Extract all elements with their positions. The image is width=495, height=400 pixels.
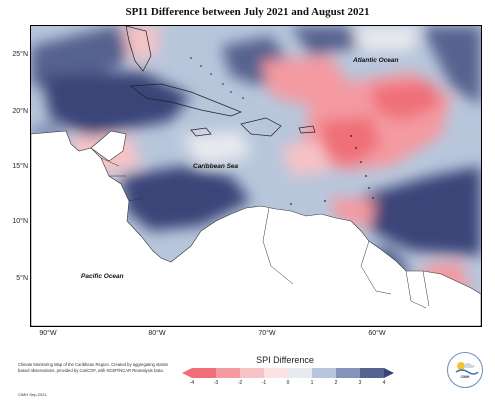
credits-tag: CIMH Sep-2021	[18, 392, 47, 397]
lat-label-20n: 20°N	[12, 108, 28, 115]
color-legend	[182, 368, 394, 378]
legend-bin	[312, 368, 336, 378]
legend-arrow-left	[182, 368, 192, 378]
legend-bin	[360, 368, 384, 378]
legend-tick-label: 1	[310, 380, 314, 386]
lon-label-70w: 70°W	[258, 330, 276, 337]
lon-label-80w: 80°W	[148, 330, 166, 337]
spi-difference-map	[31, 26, 481, 326]
legend-bin	[336, 368, 360, 378]
pacific-ocean-label: Pacific Ocean	[81, 273, 124, 280]
lat-label-25n: 25°N	[12, 51, 28, 58]
lon-label-90w: 90°W	[39, 330, 57, 337]
atlantic-ocean-label: Atlantic Ocean	[353, 57, 399, 64]
legend-bin	[288, 368, 312, 378]
caribbean-sea-label: Caribbean Sea	[193, 163, 239, 170]
legend-bin	[264, 368, 288, 378]
legend-tick-label: 0	[286, 380, 290, 386]
legend-bin	[192, 368, 216, 378]
legend-tick-label: -1	[261, 380, 267, 386]
lat-label-15n: 15°N	[12, 163, 28, 170]
sun-icon	[455, 362, 479, 375]
lon-label-60w: 60°W	[368, 330, 386, 337]
legend-tick-label: 3	[358, 380, 362, 386]
legend-bin	[216, 368, 240, 378]
legend-bin	[240, 368, 264, 378]
map-title: SPI1 Difference between July 2021 and Au…	[125, 6, 370, 18]
lat-label-10n: 10°N	[12, 218, 28, 225]
legend-tick-label: -3	[213, 380, 219, 386]
logo-text: CIMH	[460, 375, 470, 379]
legend-tick-label: -4	[189, 380, 195, 386]
legend-tick-label: -2	[237, 380, 243, 386]
legend-title: SPI Difference	[256, 355, 314, 365]
lat-label-5n: 5°N	[16, 275, 28, 282]
map-panel: Atlantic Ocean Caribbean Sea Pacific Oce…	[30, 25, 482, 327]
legend-arrow-right	[384, 368, 394, 378]
cimh-logo: CIMH	[447, 352, 483, 388]
credits-text: Climate Monitoring Map of the Caribbean …	[18, 362, 169, 373]
legend-tick-label: 2	[334, 380, 338, 386]
legend-tick-label: 4	[382, 380, 386, 386]
